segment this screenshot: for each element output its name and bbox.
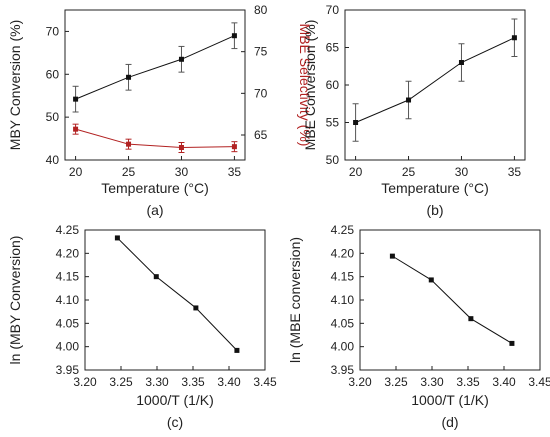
data-point [468, 316, 474, 322]
panel-label: (b) [426, 202, 443, 218]
data-point [126, 141, 132, 147]
x-tick-label: 3.45 [253, 375, 277, 389]
x-tick-label: 3.35 [456, 375, 480, 389]
data-point [126, 74, 132, 80]
x-tick-label: 3.40 [217, 375, 241, 389]
y-tick-label: 4.05 [56, 316, 80, 330]
y-tick-label: 4.25 [56, 223, 80, 237]
x-tick-label: 3.25 [384, 375, 408, 389]
x-tick-label: 3.35 [181, 375, 205, 389]
y-tick-label: 70 [46, 24, 60, 38]
data-point [428, 277, 434, 283]
y-tick-label: 65 [326, 41, 340, 55]
chart-panel-3 [84, 229, 266, 371]
data-point [389, 253, 395, 259]
y-axis-label: ln (MBY Conversion) [7, 236, 23, 365]
data-point [73, 126, 79, 132]
plot-frame [359, 229, 541, 371]
data-point [178, 145, 184, 150]
y-tick-label: 4.10 [331, 293, 355, 307]
y-tick-label: 4.25 [331, 223, 355, 237]
y-axis-label: MBE Conversion (%) [302, 20, 318, 151]
x-tick-label: 20 [349, 165, 363, 179]
y-tick-label: 4.05 [331, 316, 355, 330]
series-line [75, 35, 235, 100]
x-axis-label: 1000/T (1/K) [136, 392, 214, 408]
y2-tick-label: 80 [254, 3, 268, 17]
x-axis-label: Temperature (°C) [101, 180, 209, 196]
chart-panel-4 [359, 229, 541, 371]
y2-tick-label: 75 [254, 45, 268, 59]
chart-panel-1 [64, 9, 246, 161]
data-point [231, 33, 237, 39]
series-line [355, 37, 515, 123]
y2-tick-label: 70 [254, 86, 268, 100]
x-tick-label: 30 [455, 165, 469, 179]
x-tick-label: 25 [402, 165, 416, 179]
y-tick-label: 4.00 [331, 340, 355, 354]
y-tick-label: 50 [46, 110, 60, 124]
y-tick-label: 3.95 [331, 363, 355, 377]
y-tick-label: 4.20 [56, 246, 80, 260]
data-point [114, 235, 120, 241]
y-tick-label: 55 [326, 116, 340, 130]
y-axis-label: ln (MBE conversion) [287, 237, 303, 363]
data-point [511, 35, 517, 41]
y-tick-label: 4.15 [56, 270, 80, 284]
y2-tick-label: 65 [254, 128, 268, 142]
y-tick-label: 4.00 [56, 340, 80, 354]
data-point [193, 305, 199, 311]
x-tick-label: 3.30 [145, 375, 169, 389]
y-tick-label: 3.95 [56, 363, 80, 377]
chart-panel-2 [344, 9, 526, 161]
panel-label: (d) [441, 414, 458, 430]
x-axis-label: 1000/T (1/K) [411, 392, 489, 408]
plot-frame [344, 9, 526, 161]
y2-axis-label: MBE Selectivity (%) [297, 24, 313, 147]
data-point [234, 347, 240, 353]
y-tick-label: 60 [326, 78, 340, 92]
y-tick-label: 60 [46, 67, 60, 81]
data-point [509, 340, 515, 346]
data-point [73, 96, 79, 102]
series-line [392, 255, 513, 344]
y-tick-label: 40 [46, 153, 60, 167]
panel-label: (c) [167, 414, 183, 430]
x-tick-label: 20 [69, 165, 83, 179]
y-axis-label: MBY Conversion (%) [7, 20, 23, 150]
data-point [406, 97, 412, 103]
data-point [458, 60, 464, 65]
panel-label: (a) [146, 202, 163, 218]
x-tick-label: 30 [175, 165, 189, 179]
series-line [117, 237, 238, 351]
plot-frame [64, 9, 246, 161]
x-tick-label: 25 [122, 165, 136, 179]
y-tick-label: 4.10 [56, 293, 80, 307]
x-tick-label: 3.40 [492, 375, 516, 389]
x-tick-label: 3.45 [528, 375, 550, 389]
data-point [231, 144, 237, 150]
y-tick-label: 4.15 [331, 270, 355, 284]
x-tick-label: 35 [508, 165, 522, 179]
y-tick-label: 70 [326, 3, 340, 17]
x-tick-label: 3.20 [348, 375, 372, 389]
y-tick-label: 50 [326, 153, 340, 167]
x-tick-label: 3.30 [420, 375, 444, 389]
data-point [178, 56, 184, 62]
data-point [353, 120, 359, 125]
y-tick-label: 4.20 [331, 246, 355, 260]
data-point [153, 274, 159, 280]
x-tick-label: 35 [228, 165, 242, 179]
series-line [75, 128, 235, 149]
x-axis-label: Temperature (°C) [381, 180, 489, 196]
x-tick-label: 3.25 [109, 375, 133, 389]
x-tick-label: 3.20 [73, 375, 97, 389]
